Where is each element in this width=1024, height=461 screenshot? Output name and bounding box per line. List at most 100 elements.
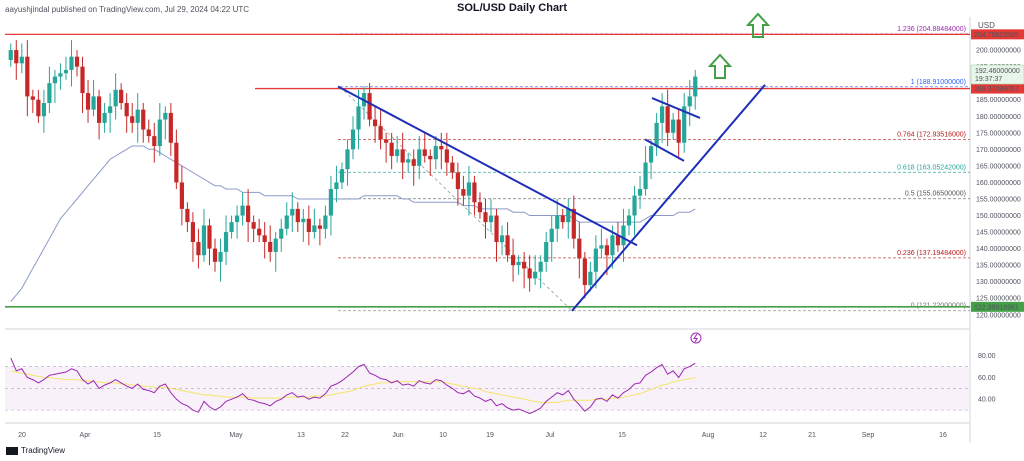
arrows — [707, 12, 771, 79]
candle-body — [223, 232, 229, 252]
candle-body — [615, 235, 621, 246]
candle-body — [682, 106, 687, 143]
candle-body — [477, 202, 483, 213]
fib-level-label: 1 (188.91000000) — [911, 79, 966, 86]
candle-body — [130, 116, 135, 123]
candle-body — [632, 195, 637, 216]
candle-body — [378, 126, 383, 140]
candle-body — [560, 215, 565, 223]
time-tick-label: 10 — [439, 432, 447, 439]
candle-body — [41, 103, 46, 117]
candle-body — [91, 96, 96, 110]
trendlines — [337, 84, 766, 312]
candle-body — [279, 228, 284, 239]
candle-body — [406, 159, 411, 163]
candle-body — [119, 89, 124, 104]
candle-body — [648, 146, 654, 163]
time-tick-label: May — [229, 432, 243, 439]
time-tick-label: Aug — [702, 432, 715, 439]
candle-body — [47, 83, 52, 104]
candle-body — [533, 271, 538, 279]
candle-body — [295, 208, 300, 223]
event-lightning-icon — [690, 332, 702, 344]
price-tick-label: 120.00000000 — [976, 312, 1021, 319]
candle-body — [544, 241, 549, 262]
candle-body — [257, 228, 262, 236]
time-tick-label: 16 — [939, 432, 947, 439]
rsi-tick-label: 40.00 — [978, 397, 996, 404]
price-tick-label: 180.00000000 — [976, 114, 1021, 121]
candle-body — [422, 149, 427, 156]
candle-body — [246, 205, 251, 223]
candle-body — [63, 69, 69, 74]
candle-body — [483, 212, 488, 223]
candle-body — [251, 222, 256, 229]
candle-body — [660, 106, 665, 123]
candle-body — [671, 119, 676, 133]
time-tick-label: 19 — [486, 432, 494, 439]
horizontal-levels — [5, 33, 970, 308]
candle-body — [356, 106, 361, 130]
candle-body — [190, 222, 196, 242]
publisher-line: aayushjindal published on TradingView.co… — [5, 5, 250, 14]
candle-body — [80, 66, 85, 94]
candle-body — [8, 50, 13, 61]
candle-body — [466, 182, 472, 196]
candle-body — [637, 189, 643, 196]
flag-upper-line — [651, 97, 701, 119]
candle-body — [124, 103, 129, 117]
candle-body — [400, 149, 405, 163]
breakout-arrow-upper-icon — [745, 12, 771, 38]
candle-body — [428, 155, 433, 160]
candle-body — [312, 225, 317, 233]
candle-body — [626, 215, 632, 226]
candle-body — [494, 215, 499, 242]
support-badge: 122.39916981 — [974, 304, 1019, 311]
event-lightning-bolt — [693, 333, 698, 343]
candle-body — [141, 109, 146, 130]
candle-body — [168, 112, 173, 143]
candle-body — [599, 245, 604, 249]
candle-body — [450, 162, 455, 173]
candle-body — [74, 56, 80, 67]
candle-body — [389, 142, 394, 156]
fib-level-label: 0.618 (163.05242000) — [897, 164, 966, 171]
candle-body — [323, 215, 328, 229]
candle-body — [58, 73, 63, 77]
support-badge-bg — [971, 301, 1024, 312]
candle-body — [676, 119, 681, 143]
candle-body — [610, 235, 615, 256]
candle-body — [135, 109, 140, 123]
candle-body — [417, 149, 422, 166]
candle-body — [455, 172, 460, 190]
rsi-panel: 80.00 60.00 40.00 — [5, 353, 996, 414]
price-tick-label: 165.00000000 — [976, 163, 1021, 170]
candle-body — [444, 149, 449, 163]
candle-body — [201, 225, 207, 256]
descending-trendline — [337, 85, 638, 247]
candle-body — [30, 96, 35, 100]
time-axis[interactable]: 20 Apr 15 May 13 22 Jun 10 19 Jul 15 Aug 12 21 Sep 16 — [18, 432, 947, 439]
candle-body — [384, 139, 389, 143]
time-tick-label: 13 — [297, 432, 305, 439]
candle-body — [527, 268, 532, 279]
price-tick-label: 125.00000000 — [976, 296, 1021, 303]
resistance-1-badge: 204.75623585 — [974, 32, 1019, 39]
time-tick-label: 12 — [759, 432, 767, 439]
candle-body — [593, 248, 598, 272]
candle-body — [433, 146, 438, 160]
candle-body — [566, 208, 571, 223]
candle-body — [472, 182, 477, 203]
candle-body — [516, 261, 521, 266]
price-tick-label: 130.00000000 — [976, 279, 1021, 286]
candle-body — [643, 162, 648, 190]
price-tick-label: 185.00000000 — [976, 97, 1021, 104]
candle-body — [395, 149, 400, 156]
fib-level-label: 1.236 (204.88484000) — [897, 26, 966, 33]
candle-body — [367, 93, 372, 120]
tradingview-brand: TradingView — [21, 446, 66, 455]
current-price-badge-bg — [970, 64, 1024, 85]
current-price-label: 192.46000000 — [975, 68, 1020, 75]
candle-body — [240, 205, 245, 216]
